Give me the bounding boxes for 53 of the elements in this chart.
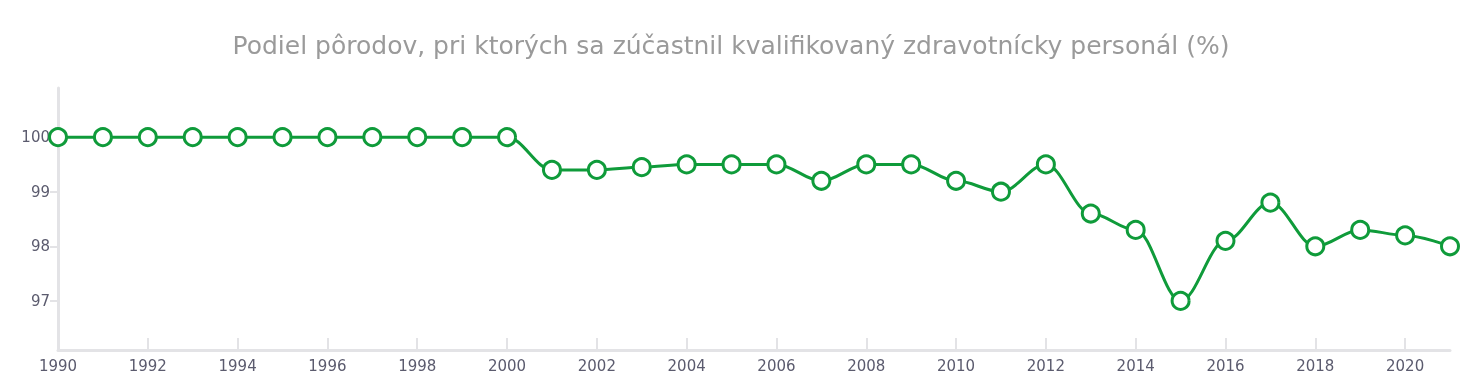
x-tick-label: 2016 [1206, 356, 1245, 375]
x-tick-label: 1994 [218, 356, 257, 375]
point [541, 159, 562, 180]
point [1440, 236, 1460, 257]
x-tick-label: 2012 [1026, 356, 1065, 375]
point [901, 154, 922, 175]
point [1125, 219, 1146, 240]
point [1350, 219, 1371, 240]
point [362, 127, 383, 148]
point [407, 127, 428, 148]
point [497, 127, 518, 148]
point [92, 127, 113, 148]
point [227, 127, 248, 148]
point [676, 154, 697, 175]
point [1260, 192, 1281, 213]
y-tick-label: 99 [30, 182, 50, 201]
x-tick-label: 2020 [1386, 356, 1425, 375]
point [1080, 203, 1101, 224]
x-tick-label: 1996 [308, 356, 347, 375]
y-tick-label: 98 [30, 237, 50, 256]
x-tick-label: 2002 [577, 356, 616, 375]
point [1305, 236, 1326, 257]
x-tick-label: 1992 [128, 356, 167, 375]
x-tick-label: 2006 [757, 356, 796, 375]
point [1395, 225, 1416, 246]
point [586, 159, 607, 180]
point [137, 127, 158, 148]
point [1215, 230, 1236, 251]
point [1035, 154, 1056, 175]
x-tick-label: 1990 [38, 356, 78, 375]
point [766, 154, 787, 175]
x-tick-label: 2008 [847, 356, 886, 375]
x-tick-label: 2018 [1296, 356, 1335, 375]
point [48, 127, 68, 148]
x-tick-label: 2014 [1116, 356, 1155, 375]
x-tick-label: 1998 [398, 356, 437, 375]
point [182, 127, 203, 148]
point [811, 170, 832, 191]
x-tick-label: 2000 [487, 356, 527, 375]
point [452, 127, 473, 148]
point [856, 154, 877, 175]
x-tick-label: 2004 [667, 356, 706, 375]
point [990, 181, 1011, 202]
chart-title: Podiel pôrodov, pri ktorých sa zúčastnil kvalifikovaný zdravotnícky personál (%) [232, 31, 1230, 60]
point [272, 127, 293, 148]
point [317, 127, 338, 148]
point [1170, 290, 1191, 311]
y-tick-label: 100 [21, 128, 50, 147]
point [946, 170, 967, 191]
y-tick-label: 97 [30, 291, 50, 310]
x-tick-label: 2010 [936, 356, 976, 375]
point [721, 154, 742, 175]
point [631, 157, 652, 178]
